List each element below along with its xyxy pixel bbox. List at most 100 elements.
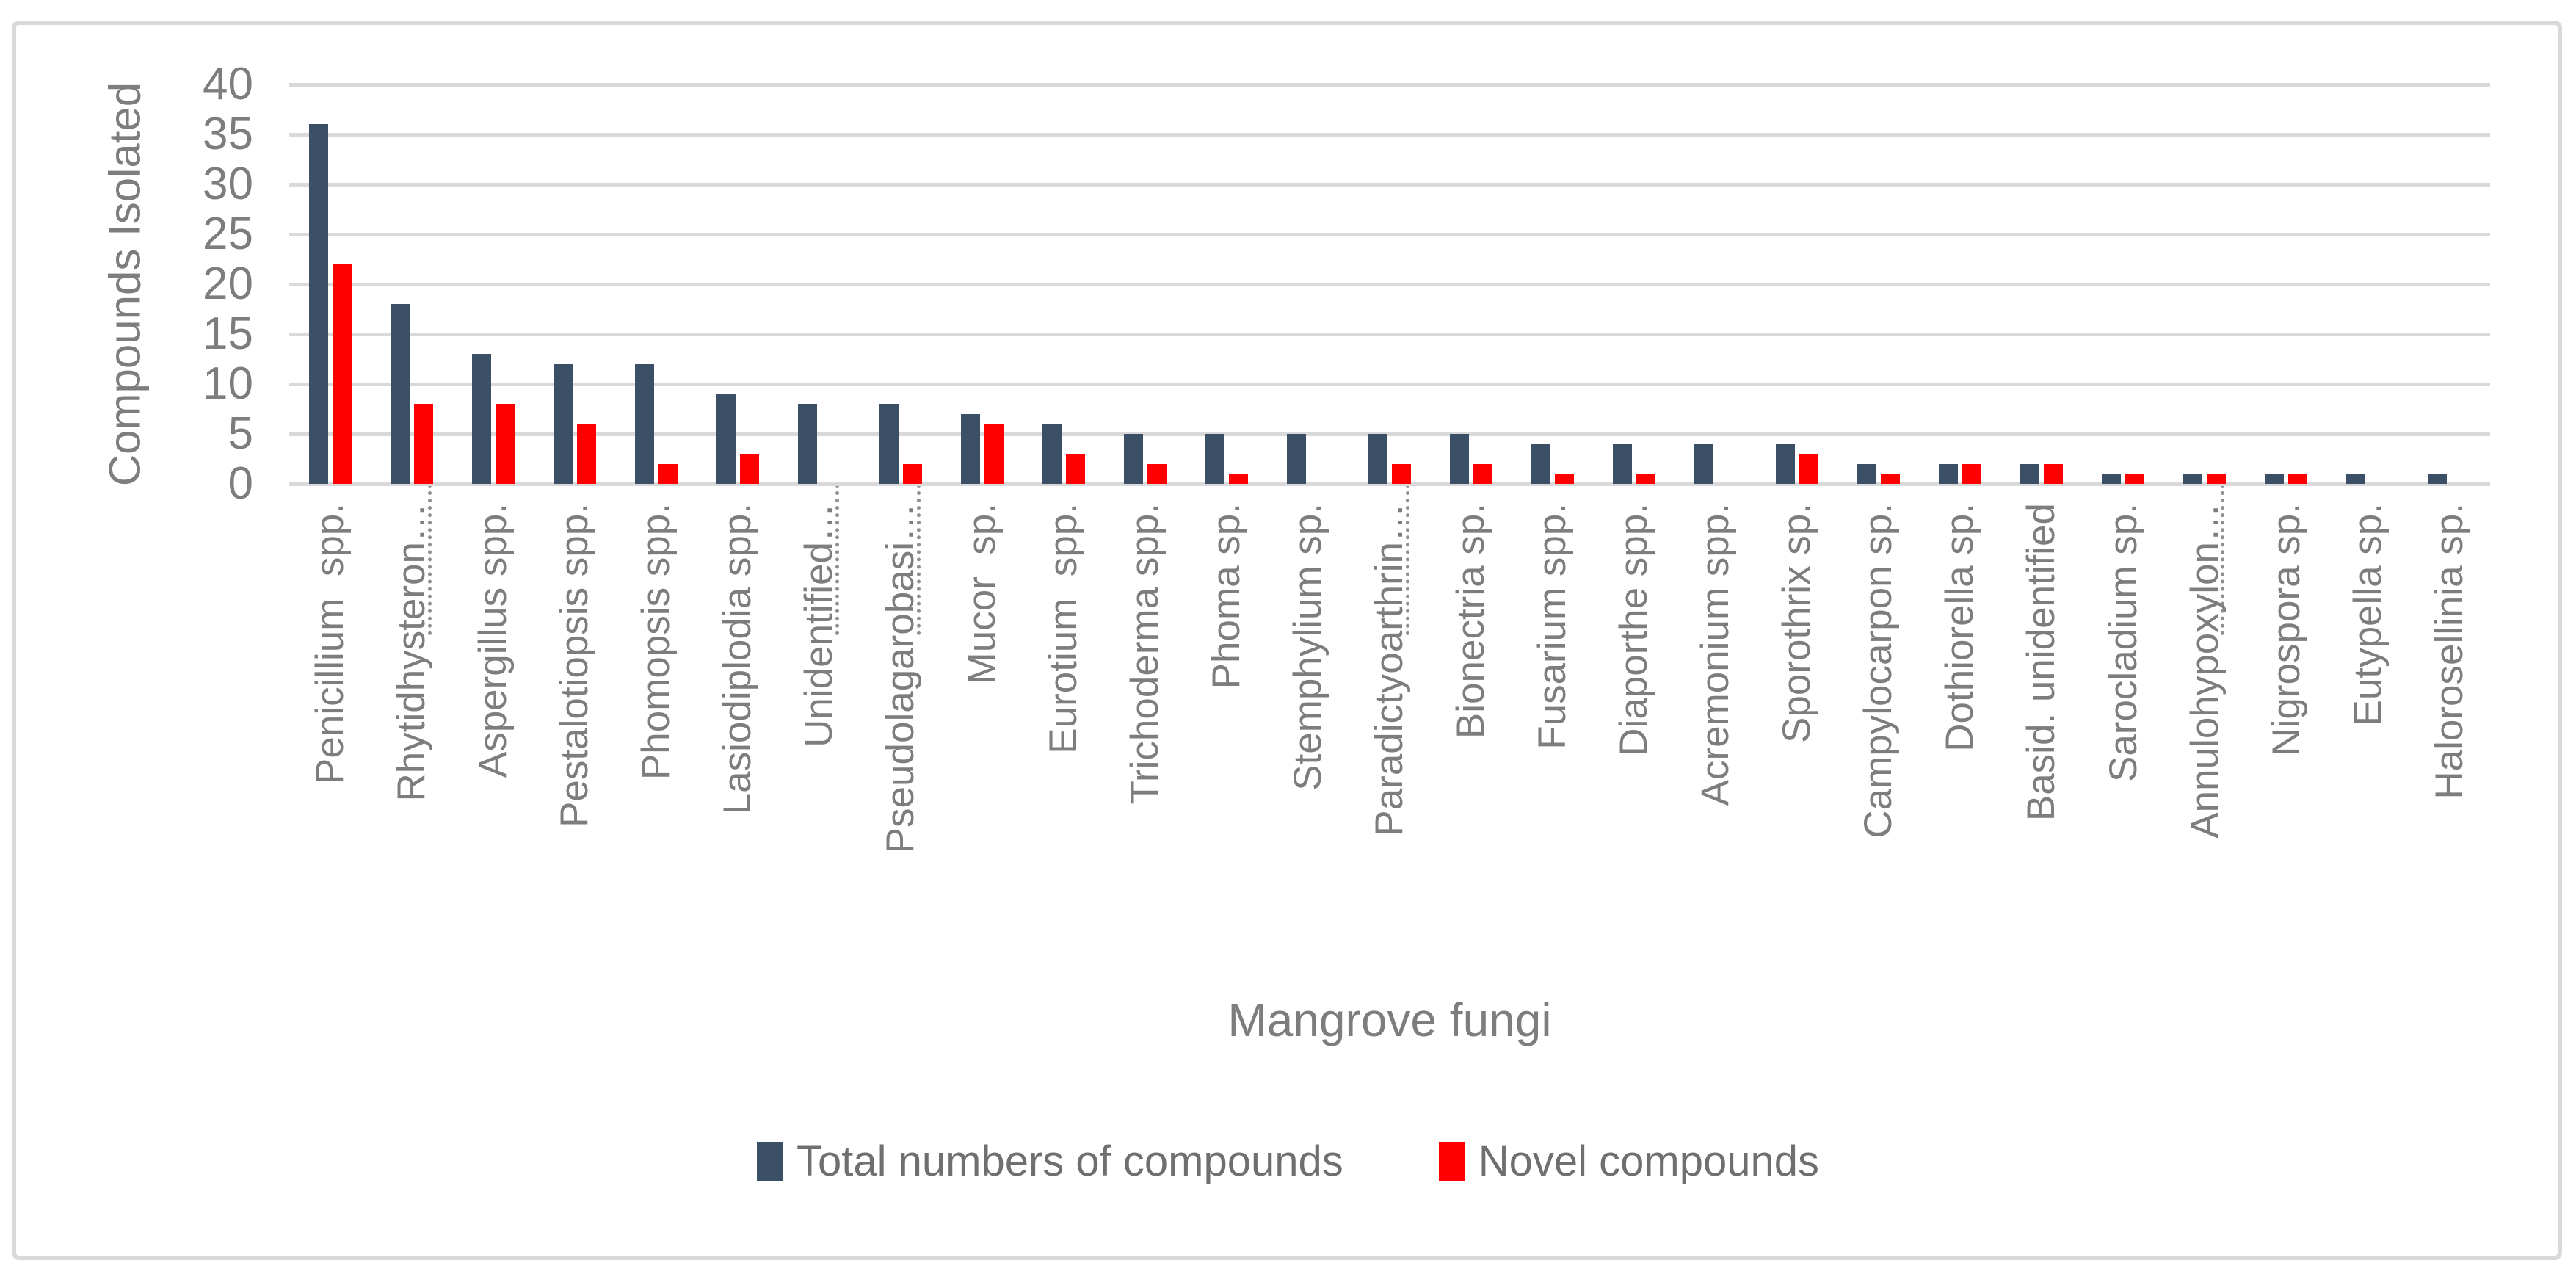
y-tick-label-40: 40 [203, 59, 253, 109]
bar-novel-compounds [1065, 454, 1085, 484]
bar-novel-compounds [1391, 463, 1411, 484]
category-label: Nigrospora sp. [2264, 503, 2308, 756]
category-label-slot: Sporothrix sp. [1757, 503, 1838, 966]
x-axis-title: Mangrove fungi [1227, 993, 1552, 1046]
bar-total-compounds [471, 354, 491, 484]
legend-item-total-compounds: Total numbers of compounds [756, 1137, 1343, 1186]
category-label: Pseudolagarobasi… [879, 503, 923, 854]
category-label: Eutypella sp. [2345, 503, 2390, 726]
bar-total-compounds [716, 394, 736, 484]
category-label-slot: Eutypella sp. [2327, 503, 2409, 966]
category-label: Sarocladium sp. [2101, 503, 2145, 783]
category-label-slot: Rhytidhysteron… [371, 484, 452, 966]
category-slot [2001, 84, 2083, 484]
label-leader-line [835, 484, 839, 635]
category-label-slot: Pseudolagarobasi… [860, 484, 941, 966]
bar-novel-compounds [2125, 474, 2145, 484]
category-label-slot: Trichoderma spp. [1104, 503, 1186, 966]
category-slot [1186, 84, 1267, 484]
category-slot [534, 84, 615, 484]
bar-total-compounds [2265, 474, 2285, 484]
category-label-slot: Diaporthe spp. [1594, 503, 1675, 966]
category-label-slot: Annulohypoxylon… [2164, 484, 2246, 966]
category-label-slot: Campylocarpon sp. [1838, 503, 1920, 966]
bar-novel-compounds [2207, 474, 2227, 484]
category-label-slot: Pestalotiopsis spp. [534, 503, 615, 966]
category-label-slot: Mucor sp. [941, 503, 1023, 966]
category-label: Paradictyoarthrin… [1368, 503, 1412, 836]
gridline-0 [289, 482, 2490, 486]
category-label-slot: Eurotium spp. [1023, 503, 1104, 966]
legend-item-novel-compounds: Novel compounds [1438, 1137, 1819, 1186]
gridline-10 [289, 382, 2490, 386]
category-slot [2164, 84, 2246, 484]
bar-total-compounds [1694, 444, 1714, 484]
category-label-slot: Basid. unidentified [2001, 503, 2083, 966]
category-slot [1267, 84, 1349, 484]
bar-novel-compounds [658, 463, 678, 484]
label-leader-line [1405, 484, 1409, 635]
bar-total-compounds [1613, 444, 1633, 484]
category-slot [371, 84, 452, 484]
gridline-30 [289, 182, 2490, 187]
bar-novel-compounds [1554, 474, 1574, 484]
gridline-15 [289, 332, 2490, 336]
legend-label-novel-compounds: Novel compounds [1478, 1137, 1819, 1185]
category-label: Lasiodiplodia spp. [715, 503, 759, 815]
gridline-35 [289, 132, 2490, 137]
category-slot [1104, 84, 1186, 484]
y-tick-label-15: 15 [203, 308, 253, 359]
gridline-5 [289, 432, 2490, 436]
category-label: Rhytidhysteron… [389, 503, 433, 802]
category-label: Mucor sp. [960, 503, 1004, 685]
bar-total-compounds [2346, 474, 2366, 484]
category-label: Annulohypoxylon… [2183, 503, 2227, 839]
category-label-slot: Bionectria sp. [1430, 503, 1512, 966]
category-slot [1838, 84, 1920, 484]
bar-novel-compounds [413, 404, 433, 484]
legend-swatch-novel-compounds [1438, 1141, 1465, 1181]
chart-frame [12, 21, 2562, 1260]
category-label: Phoma sp. [1205, 503, 1249, 690]
bar-novel-compounds [1881, 474, 1901, 484]
y-axis-tick-labels: 0 5 10 15 20 25 30 35 40 [44, 59, 253, 509]
bar-total-compounds [390, 304, 410, 484]
y-tick-label-5: 5 [228, 408, 253, 459]
category-slot [615, 84, 697, 484]
category-label: Campylocarpon sp. [1857, 503, 1901, 839]
category-slot [1920, 84, 2001, 484]
bar-total-compounds [2102, 474, 2122, 484]
legend-swatch-total-compounds [756, 1141, 783, 1181]
bar-novel-compounds [495, 404, 515, 484]
bar-novel-compounds [1147, 463, 1167, 484]
category-slot [2246, 84, 2327, 484]
category-label: Pestalotiopsis spp. [552, 503, 596, 828]
category-label: Stemphylium sp. [1286, 503, 1330, 791]
category-slot [1675, 84, 1757, 484]
bar-novel-compounds [576, 424, 596, 484]
gridline-20 [289, 282, 2490, 286]
bar-total-compounds [1776, 444, 1796, 484]
bar-total-compounds [1205, 434, 1224, 484]
bar-novel-compounds [332, 264, 352, 484]
y-tick-label-20: 20 [203, 258, 253, 309]
legend: Total numbers of compounds Novel compound… [0, 1137, 2576, 1186]
category-slot [2083, 84, 2164, 484]
bar-total-compounds [308, 124, 328, 484]
category-slot [2327, 84, 2409, 484]
bar-total-compounds [1042, 424, 1062, 484]
category-label-slot: Phomopsis spp. [615, 503, 697, 966]
category-label: Dothiorella sp. [1938, 503, 1982, 752]
category-slot [1349, 84, 1430, 484]
category-label: Penicillium spp. [308, 503, 352, 784]
bar-total-compounds [2020, 463, 2040, 484]
category-slot [941, 84, 1023, 484]
bar-total-compounds [1286, 434, 1306, 484]
bar-novel-compounds [739, 454, 759, 484]
bar-total-compounds [879, 404, 899, 484]
category-label-slot: Dothiorella sp. [1920, 503, 2001, 966]
category-label-slot: Aspergillus spp. [452, 503, 534, 966]
category-label: Diaporthe spp. [1612, 503, 1656, 756]
bar-total-compounds [1939, 463, 1959, 484]
y-tick-label-35: 35 [203, 109, 253, 159]
